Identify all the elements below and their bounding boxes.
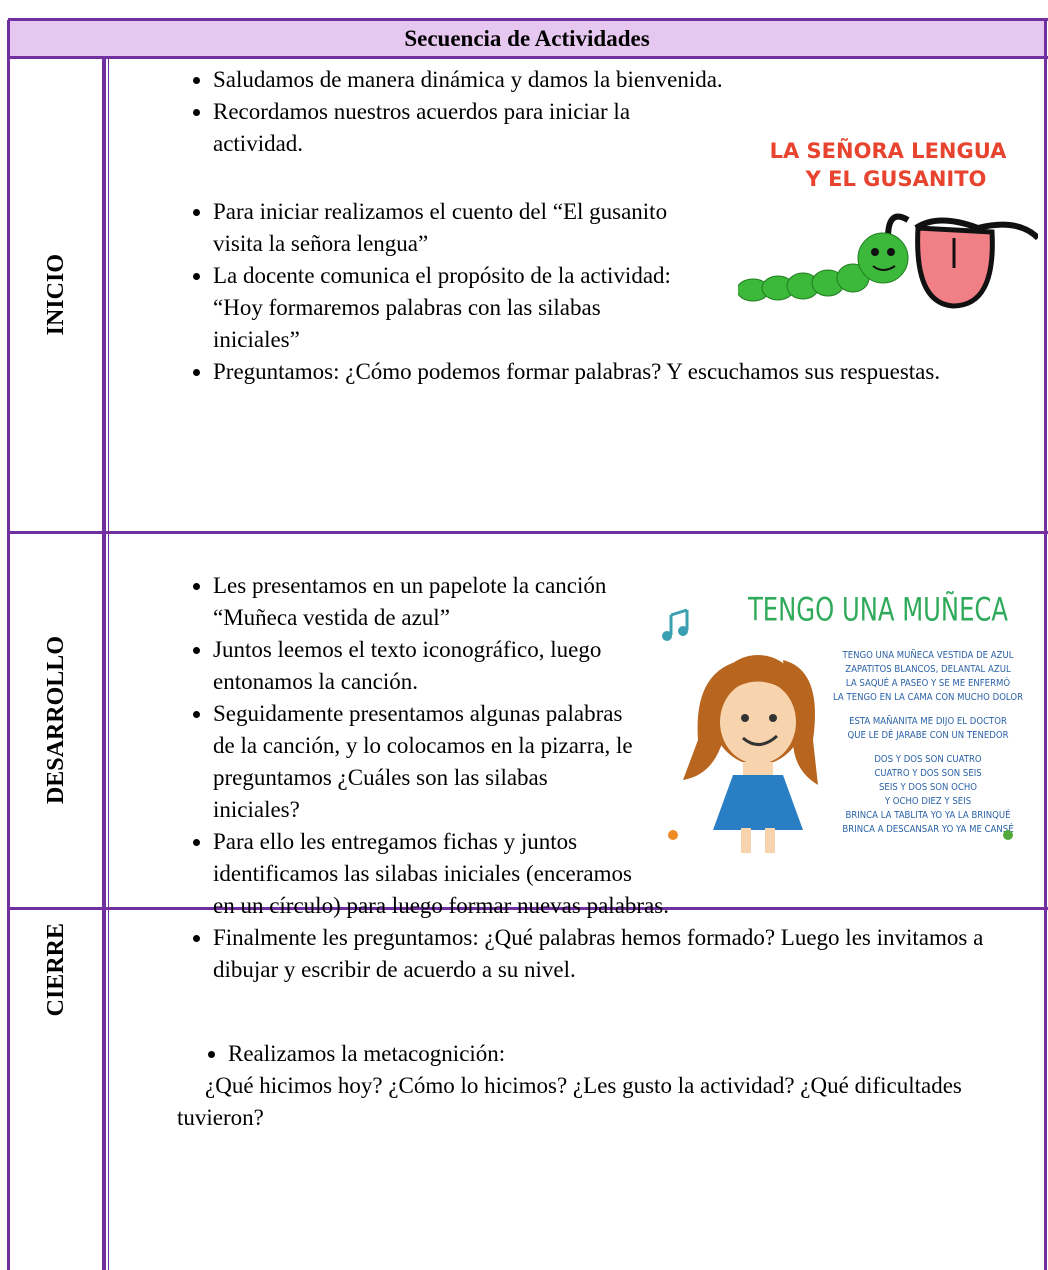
label-text: DESARROLLO xyxy=(43,636,69,805)
label-text: INICIO xyxy=(43,254,69,336)
note xyxy=(678,626,688,636)
lyric-line: CUATRO Y DOS SON SEIS xyxy=(874,768,981,779)
border xyxy=(108,57,109,1270)
activity-list: Saludamos de manera dinámica y damos la … xyxy=(110,64,1041,388)
border xyxy=(102,57,106,1270)
activity-item: Juntos leemos el texto iconográfico, lue… xyxy=(213,634,1038,698)
fringe xyxy=(721,670,795,698)
row-label: CIERRE xyxy=(11,915,101,1025)
image-title: TENGO UNA MUÑECA xyxy=(747,590,1009,629)
paragraph: ¿Qué hicimos hoy? ¿Cómo lo hicimos? ¿Les… xyxy=(177,1073,962,1130)
note xyxy=(1003,830,1013,840)
leg xyxy=(741,828,751,853)
activity-list: Realizamos la metacognición: xyxy=(110,1038,1038,1070)
eye xyxy=(741,714,749,722)
figure: LA SEÑORA LENGUA Y EL GUSANITO xyxy=(736,128,1041,343)
dress xyxy=(713,775,803,830)
row-label: INICIO xyxy=(11,59,101,531)
leg xyxy=(765,828,775,853)
activity-item: Saludamos de manera dinámica y damos la … xyxy=(213,64,1038,96)
border xyxy=(8,531,1048,534)
lyric-line: DOS Y DOS SON CUATRO xyxy=(874,754,982,765)
lyric-line: SEIS Y DOS SON OCHO xyxy=(879,782,977,793)
eye xyxy=(887,248,895,256)
image-title: LA SEÑORA LENGUA xyxy=(770,138,1008,163)
lyric-line: ESTA MAÑANITA ME DIJO EL DOCTOR xyxy=(849,716,1007,727)
row-content: TENGO UNA MUÑECA TENGO UNA MUÑECA VESTID… xyxy=(110,570,1038,986)
row-content: Realizamos la metacognición: ¿Qué hicimo… xyxy=(110,1038,1038,1134)
activity-item: Recordamos nuestros acuerdos para inicia… xyxy=(213,96,1038,160)
border xyxy=(8,56,1048,59)
lyric-line: BRINCA A DESCANSAR YO YA ME CANSÉ xyxy=(842,823,1013,835)
eye xyxy=(871,248,879,256)
row-content: Saludamos de manera dinámica y damos la … xyxy=(110,64,1041,388)
activity-item: Para iniciar realizamos el cuento del “E… xyxy=(213,196,1038,260)
lyric-line: BRINCA LA TABLITA YO YA LA BRINQUÉ xyxy=(845,809,1010,821)
mouth xyxy=(872,265,896,271)
lip xyxy=(914,217,1041,241)
row-label: DESARROLLO xyxy=(11,534,101,907)
activity-item: Preguntamos: ¿Cómo podemos formar palabr… xyxy=(213,356,1038,388)
border xyxy=(1044,20,1047,1270)
activity-item: Finalmente les preguntamos: ¿Qué palabra… xyxy=(213,922,1038,986)
eye xyxy=(769,714,777,722)
illustration: LA SEÑORA LENGUA Y EL GUSANITO xyxy=(736,138,1041,309)
image-title: Y EL GUSANITO xyxy=(805,167,987,191)
border xyxy=(7,20,10,1270)
note xyxy=(662,631,672,641)
lyric-line: QUE LE DÉ JARABE CON UN TENEDOR xyxy=(847,729,1008,741)
lyric-line: LA TENGO EN LA CAMA CON MUCHO DOLOR xyxy=(833,692,1023,703)
activity-list: TENGO UNA MUÑECA TENGO UNA MUÑECA VESTID… xyxy=(110,570,1038,986)
note xyxy=(669,608,689,635)
activity-item: Para ello les entregamos fichas y juntos… xyxy=(213,826,1038,922)
activity-item: Realizamos la metacognición: xyxy=(228,1038,1038,1070)
worm xyxy=(736,232,909,302)
table-header: Secuencia de Actividades xyxy=(8,20,1046,57)
border xyxy=(8,18,1048,21)
face xyxy=(720,680,796,764)
border xyxy=(8,907,1048,910)
lyric-line: LA SAQUÉ A PASEO Y SE ME ENFERMÓ xyxy=(846,677,1011,689)
lyric-line: ZAPATITOS BLANCOS, DELANTAL AZUL xyxy=(845,664,1011,675)
illustration: TENGO UNA MUÑECA TENGO UNA MUÑECA VESTID… xyxy=(653,570,1038,860)
mouth xyxy=(742,734,778,746)
label-text: CIERRE xyxy=(43,923,69,1017)
note xyxy=(668,830,678,840)
lyric-line: TENGO UNA MUÑECA VESTIDA DE AZUL xyxy=(841,650,1013,661)
activity-item: Les presentamos en un papelote la canció… xyxy=(213,570,1038,634)
figure: TENGO UNA MUÑECA TENGO UNA MUÑECA VESTID… xyxy=(653,570,1038,870)
lyric-line: Y OCHO DIEZ Y SEIS xyxy=(884,796,971,807)
activity-item: Seguidamente presentamos algunas palabra… xyxy=(213,698,1038,826)
lyrics: TENGO UNA MUÑECA VESTIDA DE AZUL ZAPATITO… xyxy=(833,650,1023,835)
activity-item: La docente comunica el propósito de la a… xyxy=(213,260,1038,356)
